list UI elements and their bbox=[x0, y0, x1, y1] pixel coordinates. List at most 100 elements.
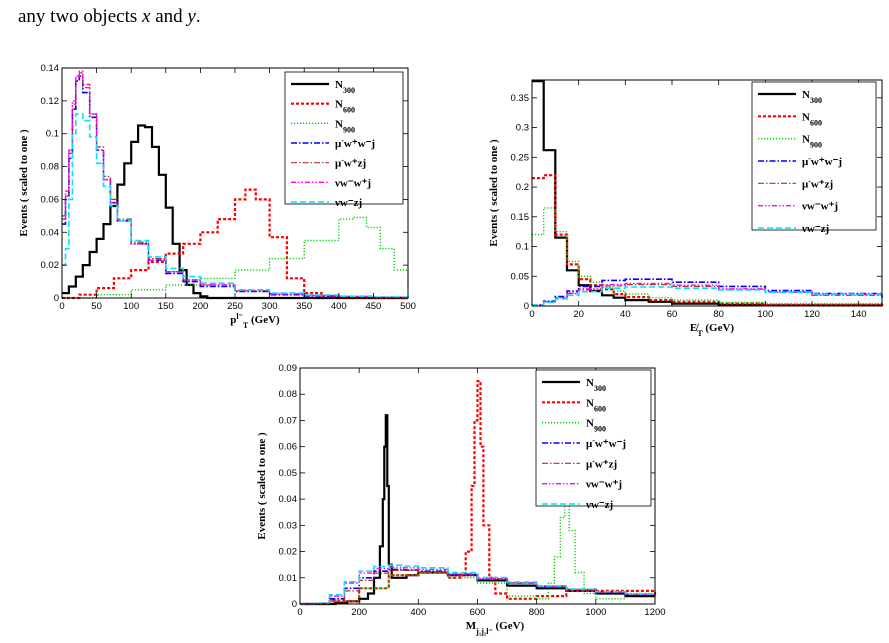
x-tick-label: 80 bbox=[713, 309, 724, 320]
legend-box bbox=[535, 369, 652, 507]
series-line-5 bbox=[300, 566, 656, 605]
legend-label: N600 bbox=[335, 99, 355, 115]
y-axis-label: Events ( scaled to one ) bbox=[256, 432, 268, 540]
intro-pre: any two objects bbox=[18, 6, 143, 27]
series-line-6 bbox=[532, 286, 883, 306]
x-tick-label: 600 bbox=[470, 607, 486, 618]
y-tick-label: 0.08 bbox=[279, 389, 298, 400]
x-tick-label: 0 bbox=[529, 309, 534, 320]
x-tick-label: 500 bbox=[400, 301, 416, 312]
y-tick-label: 0 bbox=[54, 293, 59, 304]
x-tick-label: 40 bbox=[620, 309, 631, 320]
y-tick-label: 0.08 bbox=[41, 162, 60, 173]
x-tick-label: 450 bbox=[365, 301, 381, 312]
x-tick-label: 200 bbox=[351, 607, 367, 618]
y-tick-label: 0.25 bbox=[511, 152, 530, 163]
x-axis-label: E̸T (GeV) bbox=[690, 322, 734, 338]
legend-label: μ-w⁺zj bbox=[586, 456, 617, 471]
legend-label: μ-w⁺w⁻j bbox=[335, 136, 375, 151]
x-tick-label: 60 bbox=[667, 309, 678, 320]
y-tick-label: 0.02 bbox=[279, 547, 298, 558]
y-tick-label: 0.09 bbox=[279, 363, 298, 374]
y-tick-label: 0.02 bbox=[41, 260, 60, 271]
intro-var-x: x bbox=[142, 6, 151, 27]
series-line-4 bbox=[300, 569, 656, 605]
x-tick-label: 120 bbox=[804, 309, 820, 320]
intro-mid: and bbox=[150, 6, 188, 27]
legend: N300 N600 N900 μ-w⁺w⁻j μ-w⁺zj νw⁻w⁺j νw⁻zj bbox=[535, 369, 652, 511]
legend: N300 N600 N900 μ-w⁺w⁻j μ-w⁺zj νw⁻w⁺j νw⁻zj bbox=[284, 71, 404, 209]
legend-box bbox=[284, 71, 404, 205]
chart-invariant-mass: 0 200 400 600 800 1000 1200 0 0.01 0.02 0.03 0.04 0.… bbox=[256, 363, 666, 636]
x-tick-label: 1000 bbox=[585, 607, 606, 618]
legend-label: N600 bbox=[802, 111, 822, 127]
legend-label: μ-w⁺zj bbox=[335, 155, 366, 170]
legend: N300 N600 N900 μ-w⁺w⁻j μ-w⁺zj νw⁻w⁺j νw⁻zj bbox=[751, 81, 877, 235]
legend-label: N600 bbox=[586, 397, 606, 413]
y-tick-label: 0.04 bbox=[279, 494, 298, 505]
series-line-1 bbox=[62, 188, 408, 300]
legend-label: νw⁻w⁺j bbox=[334, 177, 371, 189]
plot-area bbox=[300, 380, 657, 606]
x-tick-label: 1200 bbox=[644, 607, 665, 618]
x-axis-label: Mj₁j₂l⁻ (GeV) bbox=[466, 620, 525, 636]
legend-label: νw⁻zj bbox=[801, 223, 829, 235]
y-tick-label: 0.05 bbox=[279, 468, 298, 479]
legend-label: νw⁻w⁺j bbox=[585, 479, 622, 491]
chart-missing-et: 0 20 40 60 80 100 120 140 0 0.05 0.1 0.15 0.2 0.25 0.3… bbox=[488, 79, 884, 338]
y-tick-label: 0.2 bbox=[516, 182, 529, 193]
x-tick-label: 0 bbox=[297, 607, 302, 618]
series-line-6 bbox=[62, 113, 409, 298]
legend-label: νw⁻zj bbox=[585, 499, 613, 511]
y-tick-label: 0.12 bbox=[41, 96, 60, 107]
y-tick-label: 0.15 bbox=[511, 212, 530, 223]
y-tick-label: 0.01 bbox=[279, 573, 298, 584]
y-tick-label: 0 bbox=[524, 301, 529, 312]
series-line-5 bbox=[62, 70, 409, 298]
series-line-0 bbox=[62, 124, 408, 300]
intro-var-y: y bbox=[187, 6, 196, 27]
legend-box bbox=[751, 81, 877, 231]
series-line-3 bbox=[532, 278, 883, 306]
intro-text: any two objects x and y. bbox=[18, 6, 201, 28]
legend-label: μ-w⁺zj bbox=[802, 176, 833, 191]
x-tick-label: 150 bbox=[158, 301, 174, 312]
x-tick-label: 250 bbox=[227, 301, 243, 312]
x-tick-label: 20 bbox=[573, 309, 584, 320]
legend-label: νw⁻w⁺j bbox=[801, 201, 838, 213]
x-tick-label: 0 bbox=[59, 301, 64, 312]
x-tick-label: 140 bbox=[851, 309, 867, 320]
series-line-1 bbox=[300, 380, 657, 606]
intro-post: . bbox=[195, 6, 201, 27]
y-tick-label: 0.06 bbox=[41, 194, 60, 205]
plot-frame bbox=[531, 79, 883, 307]
y-axis-label: Events ( scaled to one ) bbox=[488, 139, 500, 247]
y-tick-label: 0 bbox=[292, 599, 297, 610]
x-tick-label: 350 bbox=[296, 301, 312, 312]
x-tick-label: 300 bbox=[262, 301, 278, 312]
legend-label: N300 bbox=[586, 377, 606, 393]
plot-area bbox=[62, 70, 409, 300]
legend-label: N300 bbox=[335, 79, 355, 95]
y-tick-label: 0.14 bbox=[41, 63, 60, 74]
legend-label: νw⁻zj bbox=[334, 197, 362, 209]
x-tick-label: 200 bbox=[192, 301, 208, 312]
legend-label: N900 bbox=[335, 118, 355, 134]
legend-label: μ-w⁺w⁻j bbox=[802, 154, 842, 169]
series-line-6 bbox=[300, 564, 656, 605]
y-tick-label: 0.35 bbox=[511, 93, 530, 104]
y-tick-label: 0.05 bbox=[511, 271, 530, 282]
series-line-2 bbox=[300, 503, 656, 605]
x-tick-label: 100 bbox=[757, 309, 773, 320]
y-tick-label: 0.1 bbox=[46, 129, 59, 140]
y-tick-label: 0.1 bbox=[516, 242, 529, 253]
legend-label: N900 bbox=[802, 134, 822, 150]
y-tick-label: 0.06 bbox=[279, 442, 298, 453]
legend-label: N300 bbox=[802, 89, 822, 105]
x-tick-label: 50 bbox=[91, 301, 102, 312]
y-tick-label: 0.03 bbox=[279, 520, 298, 531]
x-tick-label: 100 bbox=[123, 301, 139, 312]
x-tick-label: 800 bbox=[529, 607, 545, 618]
legend-label: μ-w⁺w⁻j bbox=[586, 436, 626, 451]
x-tick-label: 400 bbox=[331, 301, 347, 312]
